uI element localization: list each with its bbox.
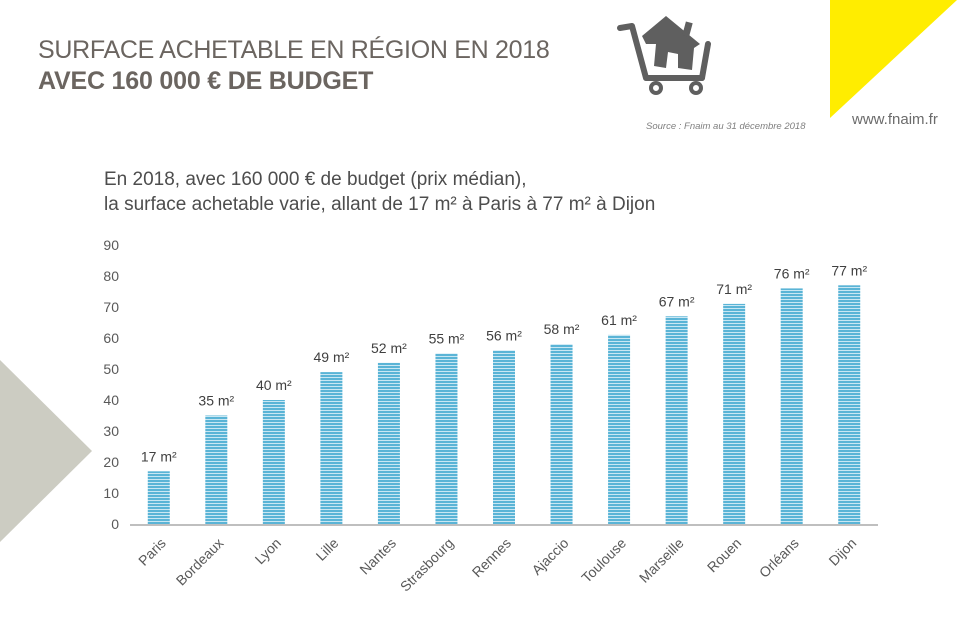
page-subtitle: AVEC 160 000 € DE BUDGET	[38, 67, 374, 95]
x-tick-label: Marseille	[636, 535, 687, 586]
chart-subtitle: En 2018, avec 160 000 € de budget (prix …	[104, 167, 655, 217]
data-label: 56 m²	[486, 327, 522, 343]
y-tick-label: 50	[103, 361, 119, 377]
x-tick-label: Lille	[313, 535, 342, 564]
bar-toulouse	[608, 334, 631, 524]
y-tick-label: 20	[103, 454, 119, 470]
y-tick-label: 80	[103, 268, 119, 284]
bar-lyon	[262, 400, 285, 524]
bar-ajaccio	[550, 344, 573, 524]
data-label: 61 m²	[601, 312, 637, 328]
bar-rennes	[493, 350, 515, 524]
data-label: 49 m²	[313, 349, 349, 365]
x-tick-label: Nantes	[356, 535, 399, 578]
shopping-cart-house-icon	[617, 16, 711, 95]
y-axis: 0 10 20 30 40 50 60 70 80 90	[103, 237, 119, 532]
bar-lille	[320, 372, 343, 524]
bar-strasbourg	[435, 353, 458, 524]
x-tick-label: Toulouse	[578, 535, 629, 586]
data-label: 17 m²	[141, 448, 177, 464]
bar-dijon	[838, 285, 861, 524]
x-tick-label: Strasbourg	[397, 535, 457, 595]
y-tick-label: 30	[103, 423, 119, 439]
yellow-triangle	[830, 0, 957, 118]
data-label: 55 m²	[429, 331, 465, 347]
gray-triangle	[0, 360, 92, 542]
data-label: 67 m²	[659, 293, 695, 309]
x-tick-label: Orléans	[756, 535, 802, 581]
data-label: 76 m²	[774, 265, 810, 281]
y-tick-label: 10	[103, 485, 119, 501]
chart-subtitle-line-2: la surface achetable varie, allant de 17…	[104, 194, 656, 215]
page-title: SURFACE ACHETABLE EN RÉGION EN 2018	[38, 36, 550, 64]
y-tick-label: 0	[111, 516, 119, 532]
data-label: 40 m²	[256, 377, 292, 393]
yellow-corner-decoration	[830, 0, 957, 118]
bars	[147, 285, 861, 524]
x-tick-label: Dijon	[825, 535, 859, 569]
bar-orléans	[780, 288, 803, 524]
x-tick-label: Rouen	[704, 535, 744, 575]
source-note: Source : Fnaim au 31 décembre 2018	[646, 121, 806, 132]
x-tick-label: Lyon	[252, 535, 284, 567]
y-tick-label: 60	[103, 330, 119, 346]
data-label: 35 m²	[198, 393, 234, 409]
bar-paris	[147, 471, 170, 524]
website-link[interactable]: www.fnaim.fr	[852, 111, 938, 128]
y-tick-label: 40	[103, 392, 119, 408]
bar-marseille	[665, 316, 688, 524]
bar-bordeaux	[205, 415, 228, 524]
bar-rouen	[723, 303, 746, 524]
x-tick-label: Paris	[135, 535, 169, 569]
data-label: 77 m²	[831, 262, 867, 278]
y-tick-label: 70	[103, 299, 119, 315]
gray-side-decoration	[0, 360, 92, 542]
data-label: 71 m²	[716, 281, 752, 297]
x-tick-label: Bordeaux	[173, 535, 227, 589]
bar-nantes	[377, 362, 400, 524]
data-label: 52 m²	[371, 340, 407, 356]
x-tick-label: Rennes	[469, 535, 514, 580]
chart-subtitle-line-1: En 2018, avec 160 000 € de budget (prix …	[104, 169, 527, 190]
data-labels: 17 m² 35 m² 40 m² 49 m² 52 m² 55 m² 56 m² 58 m²…	[141, 262, 868, 464]
data-label: 58 m²	[544, 321, 580, 337]
y-tick-label: 90	[103, 237, 119, 253]
x-tick-label: Ajaccio	[528, 535, 571, 578]
